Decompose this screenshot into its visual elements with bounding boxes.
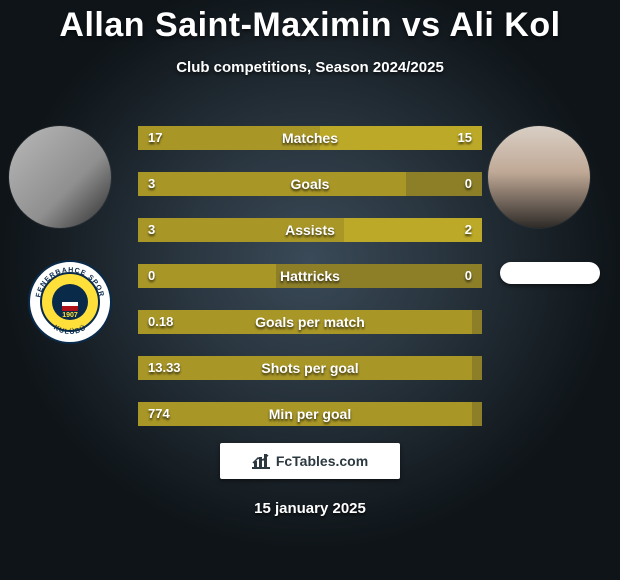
date-label: 15 january 2025: [0, 500, 620, 517]
player-right-avatar: [488, 126, 590, 228]
comparison-card: Allan Saint-Maximin vs Ali Kol Club comp…: [0, 0, 620, 580]
stat-row: 00Hattricks: [138, 264, 482, 288]
stat-label: Hattricks: [138, 264, 482, 288]
watermark-badge: FcTables.com: [220, 443, 400, 479]
chart-icon: [252, 453, 270, 469]
stat-label: Assists: [138, 218, 482, 242]
stat-label: Matches: [138, 126, 482, 150]
stat-row: 1715Matches: [138, 126, 482, 150]
stat-row: 32Assists: [138, 218, 482, 242]
club-left-logo: 1907 FENERBAHÇE SPOR KULÜBÜ: [28, 260, 112, 344]
svg-text:1907: 1907: [62, 312, 78, 319]
page-title: Allan Saint-Maximin vs Ali Kol: [0, 6, 620, 45]
stat-label: Min per goal: [138, 402, 482, 426]
stat-label: Shots per goal: [138, 356, 482, 380]
stat-row: 30Goals: [138, 172, 482, 196]
stat-row: 774Min per goal: [138, 402, 482, 426]
page-subtitle: Club competitions, Season 2024/2025: [0, 59, 620, 76]
stat-row: 0.18Goals per match: [138, 310, 482, 334]
club-right-placeholder: [500, 262, 600, 284]
stat-row: 13.33Shots per goal: [138, 356, 482, 380]
stat-label: Goals per match: [138, 310, 482, 334]
watermark-text: FcTables.com: [276, 453, 368, 469]
player-left-avatar: [9, 126, 111, 228]
stat-label: Goals: [138, 172, 482, 196]
stats-bars: 1715Matches 30Goals 32Assists 00Hattricks 0.…: [138, 126, 482, 448]
